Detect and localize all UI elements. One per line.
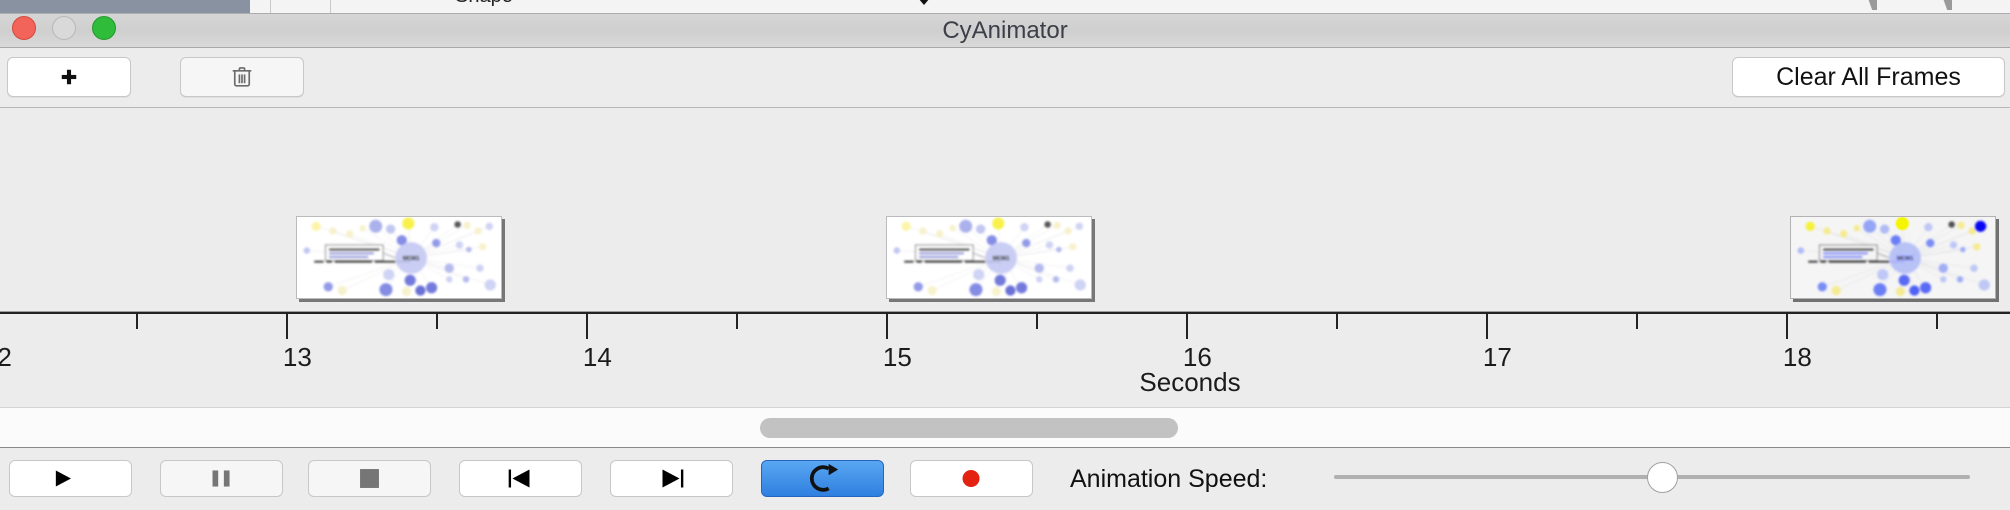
svg-text:MCM1: MCM1: [1897, 256, 1913, 262]
svg-text:MCM1: MCM1: [403, 256, 419, 262]
svg-text:MCM1: MCM1: [993, 256, 1009, 262]
